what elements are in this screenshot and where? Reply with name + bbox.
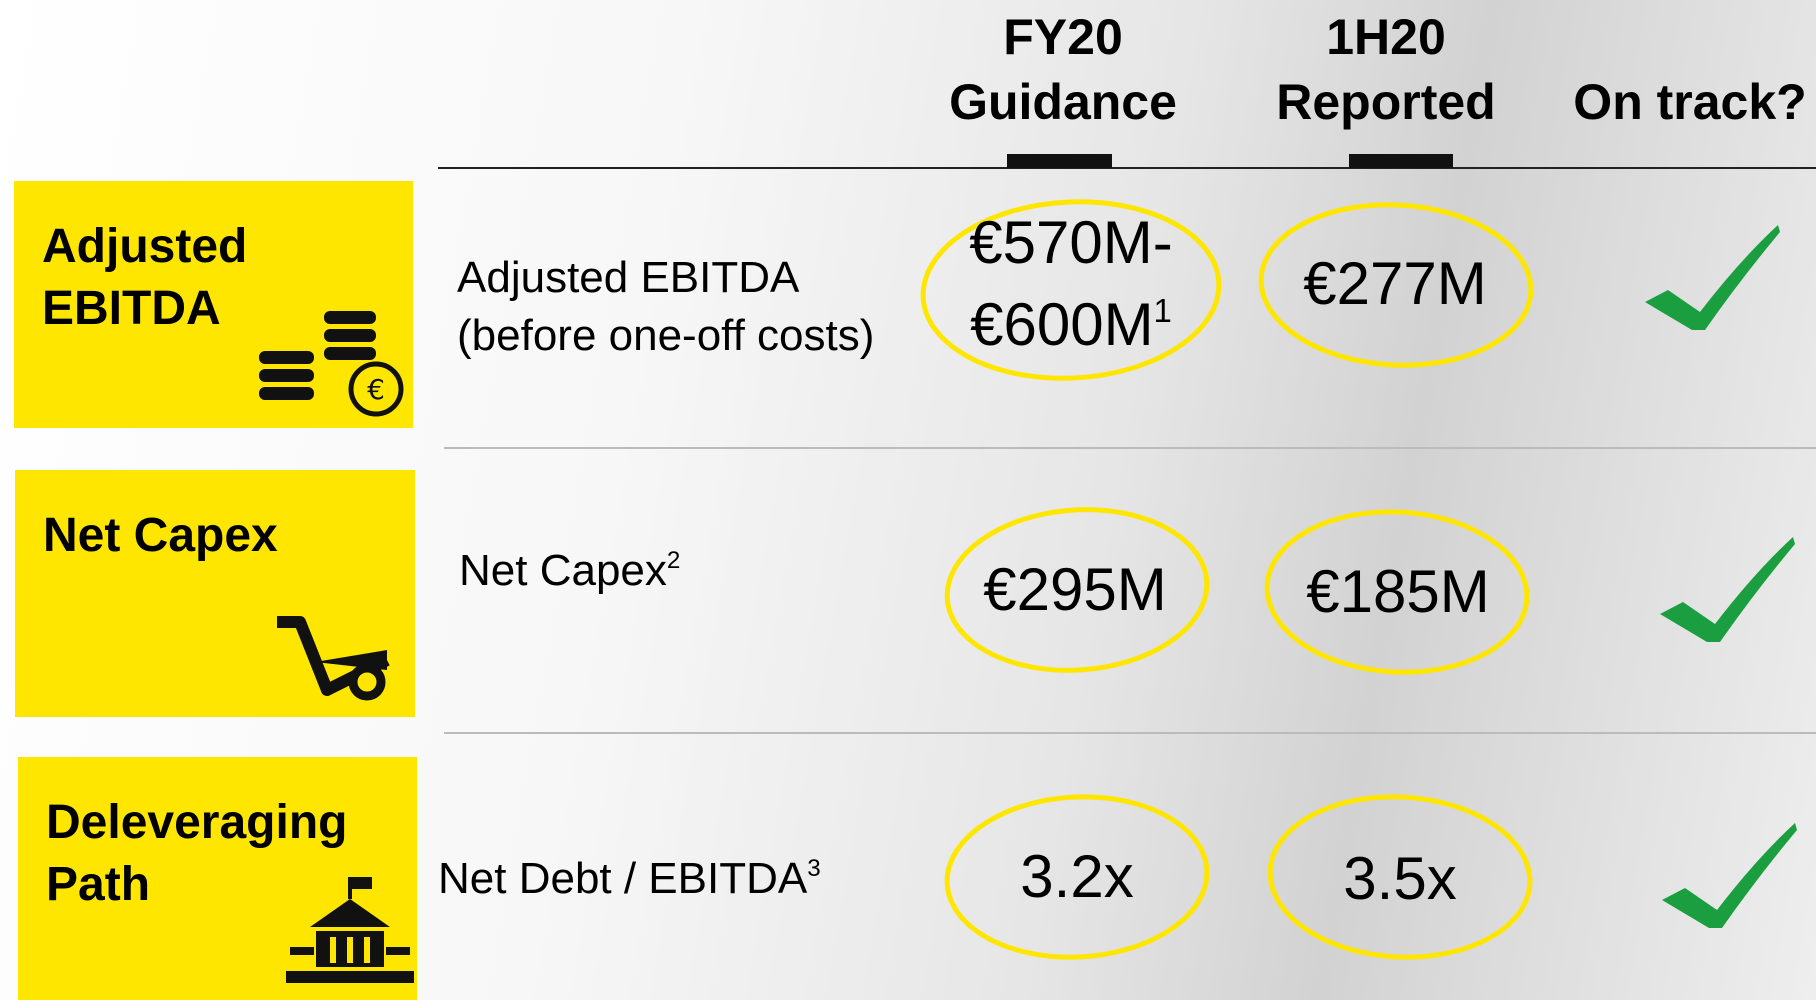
guidance-value: €295M	[983, 553, 1166, 627]
svg-text:€: €	[367, 373, 385, 406]
column-header: Guidance	[949, 73, 1177, 131]
metric-text: Net Debt / EBITDA	[438, 854, 807, 903]
column-header: Reported	[1276, 73, 1495, 131]
checkmarks	[1645, 225, 1797, 928]
checkmark	[1645, 225, 1780, 330]
slide: FY20 Guidance 1H20 Reported On track? Ad…	[0, 0, 1816, 1000]
reported-value: 3.5x	[1343, 842, 1456, 916]
bank-icon	[18, 757, 417, 1000]
category-tile: Deleveraging Path	[18, 757, 417, 1000]
value-text: €600M	[970, 291, 1153, 358]
column-header: On track?	[1573, 73, 1806, 131]
footnote-ref: 1	[1154, 292, 1172, 329]
checkmark	[1660, 537, 1795, 642]
footnote-ref: 3	[807, 855, 820, 882]
header-bar	[1349, 154, 1453, 168]
metric-text: Net Capex	[459, 546, 667, 595]
metric-label: Adjusted EBITDA	[457, 249, 799, 307]
guidance-value: 3.2x	[1020, 840, 1133, 914]
category-tile: Net Capex	[15, 470, 415, 717]
category-tile: Adjusted EBITDA €	[14, 181, 413, 428]
footnote-ref: 2	[667, 547, 680, 574]
metric-label: Net Debt / EBITDA3	[438, 840, 821, 908]
reported-value: €185M	[1306, 555, 1489, 629]
coins-icon: €	[14, 181, 413, 428]
reported-value: €277M	[1303, 247, 1486, 321]
column-header: 1H20	[1326, 8, 1446, 66]
guidance-value: €570M-	[969, 206, 1172, 280]
metric-label: (before one-off costs)	[457, 307, 874, 365]
cart-icon	[15, 470, 415, 717]
header-bar	[1007, 154, 1112, 168]
metric-label: Net Capex2	[459, 532, 680, 600]
checkmark	[1662, 823, 1797, 928]
guidance-value: €600M1	[970, 274, 1172, 362]
column-header: FY20	[1003, 8, 1123, 66]
